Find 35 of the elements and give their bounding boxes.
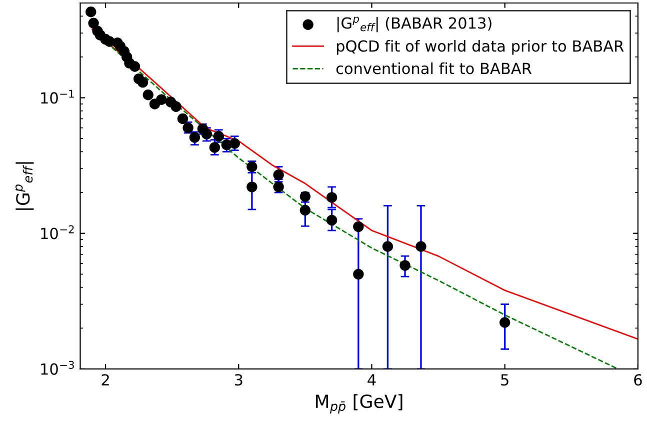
- y-tick-label: 10$^{−3}$: [41, 360, 74, 375]
- y-tick-label: 10$^{−2}$: [41, 225, 74, 240]
- point: [382, 241, 394, 252]
- x-tick-label: 6: [634, 374, 642, 386]
- point: [170, 101, 182, 112]
- x-tick-label: 3: [234, 374, 242, 386]
- x-tick-label: 4: [368, 374, 376, 386]
- point: [353, 268, 364, 280]
- point: [142, 90, 154, 100]
- point: [353, 221, 364, 232]
- point: [499, 317, 510, 328]
- legend-label: pQCD fit of world data prior to BABAR: [336, 40, 624, 55]
- point: [326, 214, 338, 226]
- point: [86, 6, 96, 18]
- point: [137, 76, 148, 88]
- point: [326, 192, 338, 203]
- point: [156, 94, 167, 105]
- point: [400, 260, 410, 271]
- point: [273, 182, 284, 192]
- point: [209, 142, 220, 153]
- point: [416, 241, 426, 252]
- legend-label: conventional fit to BABAR: [336, 62, 532, 74]
- x-tick-label: 5: [501, 374, 508, 386]
- point: [129, 61, 140, 72]
- point: [300, 204, 311, 216]
- point: [246, 182, 258, 192]
- legend-label: |G$^{p}$$_{eff}$| (BABAR 2013): [337, 16, 492, 32]
- y-axis-title: |G$^{p}$$_{eff}$|: [15, 162, 34, 210]
- point: [88, 18, 99, 29]
- point: [273, 170, 284, 180]
- point: [177, 113, 188, 124]
- point: [201, 128, 212, 140]
- y-tick-label: 10$^{−1}$: [41, 90, 74, 104]
- x-axis-title: M$_{pp̄}$ [GeV]: [316, 394, 402, 414]
- x-tick-label: 2: [102, 374, 109, 386]
